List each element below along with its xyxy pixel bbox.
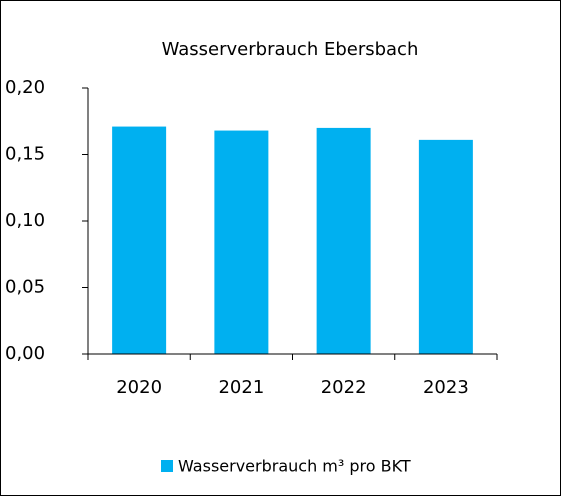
y-tick-label: 0,00 bbox=[5, 343, 45, 364]
chart-title: Wasserverbrauch Ebersbach bbox=[162, 39, 419, 60]
bar bbox=[214, 130, 269, 354]
y-tick-label: 0,15 bbox=[5, 144, 45, 165]
legend-swatch bbox=[161, 460, 173, 472]
x-tick-label: 2021 bbox=[218, 377, 264, 398]
bar bbox=[418, 139, 473, 354]
y-tick-label: 0,10 bbox=[5, 210, 45, 231]
x-tick-label: 2022 bbox=[321, 377, 367, 398]
x-tick-label: 2020 bbox=[116, 377, 162, 398]
y-tick-label: 0,05 bbox=[5, 277, 45, 298]
y-tick-label: 0,20 bbox=[5, 77, 45, 98]
legend-label: Wasserverbrauch m³ pro BKT bbox=[178, 457, 411, 476]
bar bbox=[112, 126, 167, 354]
x-tick-label: 2023 bbox=[423, 377, 469, 398]
bar bbox=[316, 127, 371, 355]
